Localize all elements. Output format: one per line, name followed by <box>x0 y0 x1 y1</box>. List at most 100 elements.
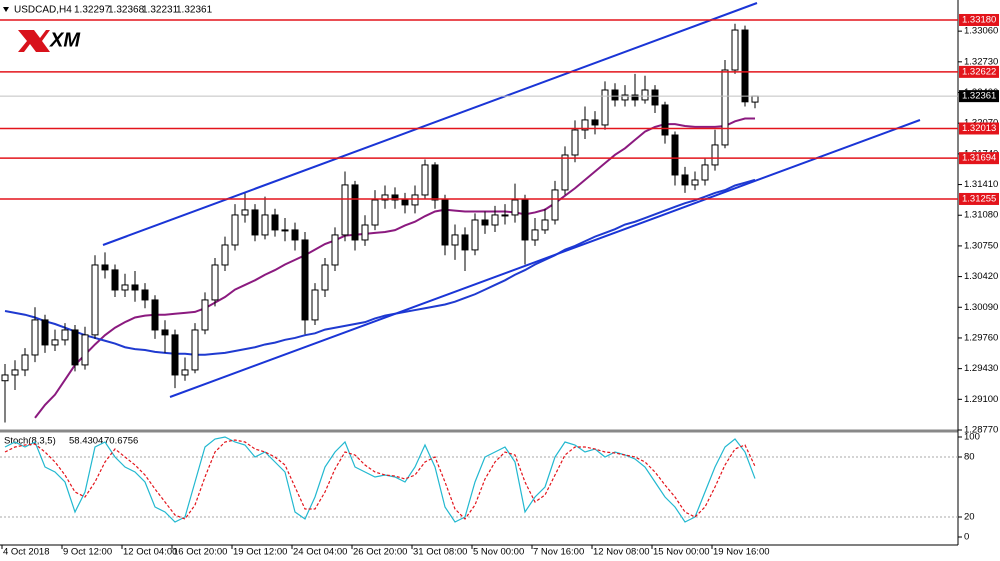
candle-body <box>721 69 729 146</box>
candle-body <box>171 334 179 376</box>
x-tick-label: 15 Nov 00:00 <box>653 547 710 558</box>
candle-body <box>601 89 609 126</box>
x-tick-label: 16 Oct 20:00 <box>173 547 227 558</box>
candle-body <box>521 199 529 241</box>
level-label: 1.32013 <box>962 123 996 134</box>
y-tick-label: 1.32730 <box>964 56 998 67</box>
candle-body <box>11 369 19 376</box>
candle-body <box>221 244 229 266</box>
candle-body <box>211 264 219 301</box>
candle-body <box>471 219 479 251</box>
candle-body <box>181 369 189 376</box>
candle-body <box>121 284 129 291</box>
header-open: 1.32297 <box>74 5 111 16</box>
lower-trendline <box>169 119 921 398</box>
x-tick-label: 31 Oct 08:00 <box>413 547 467 558</box>
candle-body <box>251 209 259 236</box>
candle-body <box>311 289 319 321</box>
candle-body <box>631 94 639 101</box>
header-high: 1.32368 <box>108 5 145 16</box>
candle-body <box>241 209 249 216</box>
candle-body <box>691 179 699 186</box>
y-tick-label: 1.31410 <box>964 179 998 190</box>
candle-body <box>461 234 469 251</box>
symbol-marker <box>3 7 9 12</box>
x-tick-label: 26 Oct 20:00 <box>353 547 407 558</box>
moving-average <box>4 178 756 356</box>
candle-body <box>31 319 39 356</box>
x-tick-label: 19 Oct 12:00 <box>233 547 287 558</box>
candle-body <box>581 119 589 131</box>
candle-body <box>361 224 369 241</box>
candle-body <box>421 164 429 196</box>
level-label: 1.31694 <box>962 153 996 164</box>
candle-body <box>341 184 349 236</box>
candle-body <box>331 234 339 266</box>
candle-body <box>681 174 689 186</box>
logo-text: XM <box>49 29 81 51</box>
candle-body <box>711 144 719 166</box>
current-price-box <box>959 90 999 103</box>
logo-icon <box>18 30 50 52</box>
candle-body <box>451 234 459 246</box>
candle-body <box>161 329 169 336</box>
candle-body <box>441 199 449 246</box>
level-label-box <box>959 152 999 165</box>
header-low: 1.32231 <box>142 5 179 16</box>
level-label: 1.33180 <box>962 15 996 26</box>
symbol: USDCAD,H4 <box>14 5 72 16</box>
level-label: 1.31255 <box>962 193 996 204</box>
candle-body <box>651 89 659 106</box>
x-tick-label: 4 Oct 2018 <box>3 547 49 558</box>
candle-body <box>641 89 649 101</box>
level-label-box <box>959 65 999 78</box>
candle-body <box>381 194 389 201</box>
x-tick-label: 24 Oct 04:00 <box>293 547 347 558</box>
candle-body <box>571 129 579 156</box>
price-panel <box>1 23 759 423</box>
stoch-title: Stoch(8,3,5) <box>4 436 56 447</box>
candle-body <box>541 219 549 231</box>
candle-body <box>271 214 279 231</box>
candle-body <box>731 29 739 71</box>
y-tick-label: 1.29100 <box>964 394 998 405</box>
level-label-box <box>959 192 999 205</box>
candle-body <box>261 214 269 236</box>
candle-body <box>671 134 679 176</box>
candle-body <box>411 194 419 206</box>
candle-body <box>561 154 569 191</box>
candle-body <box>81 334 89 366</box>
candle-body <box>741 29 749 103</box>
y-tick-label: 1.30750 <box>964 240 998 251</box>
candle-body <box>61 329 69 341</box>
y-tick-label: 1.33060 <box>964 26 998 37</box>
x-tick-label: 9 Oct 12:00 <box>63 547 112 558</box>
y-tick-label: 1.30420 <box>964 271 998 282</box>
candle-body <box>201 299 209 331</box>
y-tick-label: 20 <box>964 512 975 523</box>
candle-body <box>141 289 149 301</box>
candle-body <box>501 214 509 217</box>
candle-body <box>701 164 709 181</box>
candle-body <box>371 199 379 226</box>
candle-body <box>491 214 499 226</box>
logo: XM <box>18 29 81 52</box>
y-tick-label: 1.31080 <box>964 210 998 221</box>
candle-body <box>111 269 119 291</box>
candle-body <box>131 284 139 291</box>
candle-body <box>151 299 159 331</box>
candle-body <box>301 239 309 321</box>
stoch-k-value: 58.4304 <box>69 436 103 447</box>
level-label-box <box>959 13 999 26</box>
stoch-line <box>4 439 756 520</box>
candle-body <box>661 104 669 136</box>
candle-body <box>321 264 329 291</box>
candle-body <box>231 214 239 246</box>
upper-trendline <box>102 2 758 246</box>
candle-body <box>611 89 619 101</box>
candle-body <box>591 119 599 126</box>
candle-body <box>751 95 759 103</box>
candle-body <box>41 319 49 346</box>
candle-body <box>291 229 299 241</box>
